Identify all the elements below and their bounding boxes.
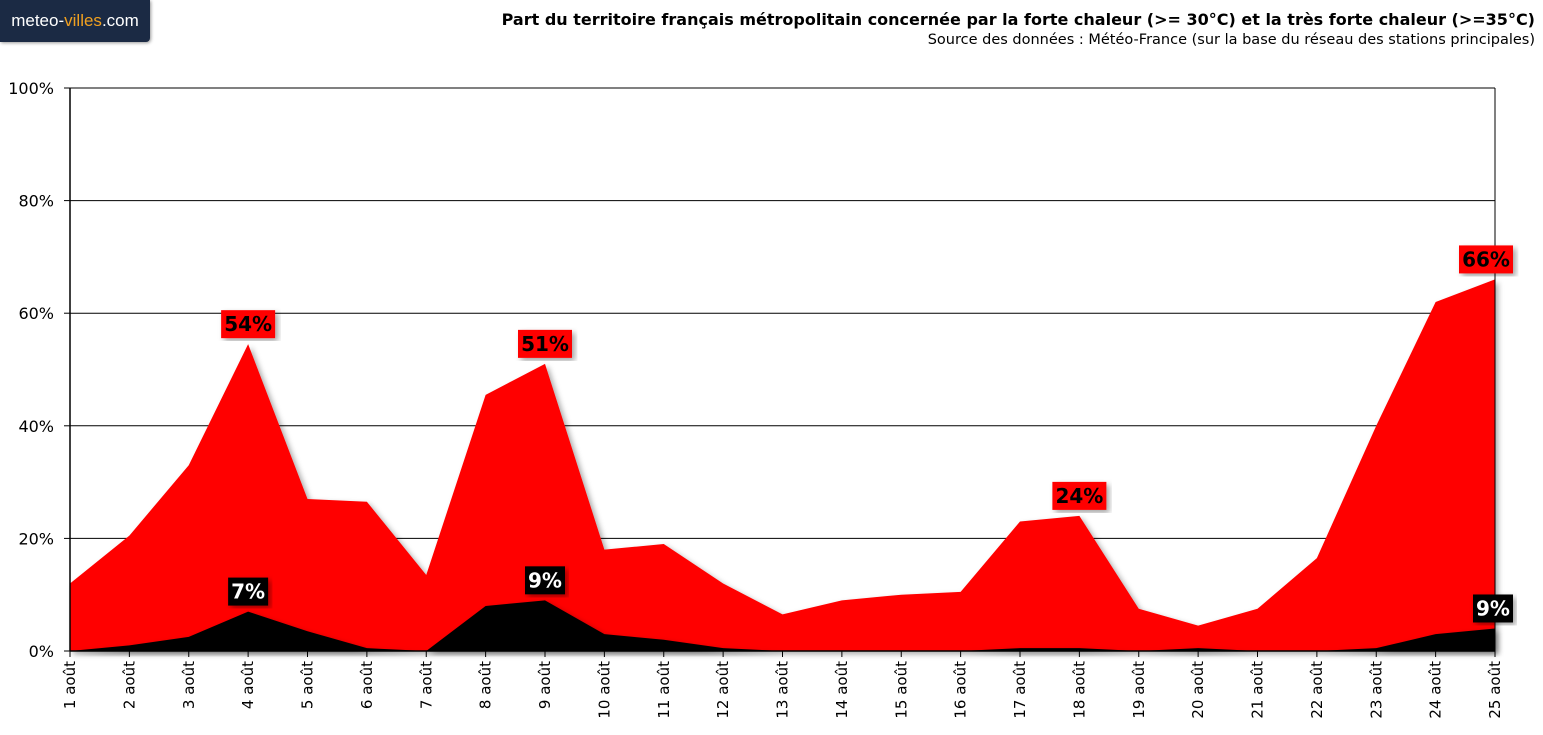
x-tick-label: 2 août [120, 661, 138, 709]
logo-text-domain: .com [101, 11, 139, 30]
x-tick-label: 24 août [1427, 661, 1445, 719]
series-area-tres_forte [70, 600, 1495, 651]
x-tick-label: 12 août [714, 661, 732, 719]
axes: 0% 20% 40% 60% 80% 100% 1 août 2 août 3 août 4 ao… [8, 79, 1504, 719]
areas [70, 279, 1495, 651]
x-tick-label: 17 août [1011, 661, 1029, 719]
x-tick-label: 23 août [1367, 661, 1385, 719]
logo: meteo-villes .com [0, 0, 150, 42]
data-label: 24% [1055, 484, 1103, 508]
data-label-box [1473, 594, 1513, 623]
x-tick-label: 20 août [1189, 661, 1207, 719]
y-tick-label: 40% [18, 417, 54, 436]
x-tick-label: 15 août [892, 661, 910, 719]
data-label: 9% [1476, 596, 1510, 620]
data-label: 66% [1462, 247, 1510, 271]
data-label-box [518, 329, 572, 358]
y-tick-label: 20% [18, 529, 54, 548]
y-tick-label: 100% [8, 79, 54, 98]
data-label: 51% [521, 332, 569, 356]
logo-text-accent: villes [64, 11, 102, 30]
x-tick-label: 21 août [1249, 661, 1267, 719]
x-tick-label: 9 août [536, 661, 554, 709]
x-tick-label: 16 août [952, 661, 970, 719]
data-label-box [525, 566, 565, 595]
x-tick-label: 11 août [655, 661, 673, 719]
x-tick-label: 14 août [833, 661, 851, 719]
data-labels: 54% 51% 24% 66% 7% 9% 9% [221, 245, 1513, 623]
series-area-forte [70, 279, 1495, 651]
x-tick-label: 4 août [239, 661, 257, 709]
data-label: 9% [528, 568, 562, 592]
x-tick-label: 19 août [1130, 661, 1148, 719]
y-tick-label: 60% [18, 304, 54, 323]
x-tick-label: 5 août [299, 661, 317, 709]
x-tick-label: 8 août [477, 661, 495, 709]
x-tick-label: 10 août [595, 661, 613, 719]
x-tick-label: 7 août [417, 661, 435, 709]
x-tick-label: 13 août [774, 661, 792, 719]
y-tick-label: 80% [18, 192, 54, 211]
x-tick-label: 18 août [1070, 661, 1088, 719]
data-label-box [1459, 245, 1513, 274]
data-label: 54% [224, 312, 272, 336]
logo-text-main: meteo- [11, 11, 65, 30]
data-label-box [1052, 481, 1107, 510]
chart-subtitle: Source des données : Météo-France (sur l… [927, 32, 1535, 48]
data-label: 7% [231, 580, 265, 604]
chart-title: Part du territoire français métropolitai… [501, 10, 1535, 29]
y-tick-label: 0% [29, 642, 54, 661]
x-tick-label: 3 août [180, 661, 198, 709]
data-label-box [228, 577, 269, 606]
x-tick-label: 25 août [1486, 661, 1504, 719]
x-tick-label: 1 août [61, 661, 79, 709]
x-tick-label: 22 août [1308, 661, 1326, 719]
data-label-box [221, 310, 276, 339]
x-tick-label: 6 août [358, 661, 376, 709]
